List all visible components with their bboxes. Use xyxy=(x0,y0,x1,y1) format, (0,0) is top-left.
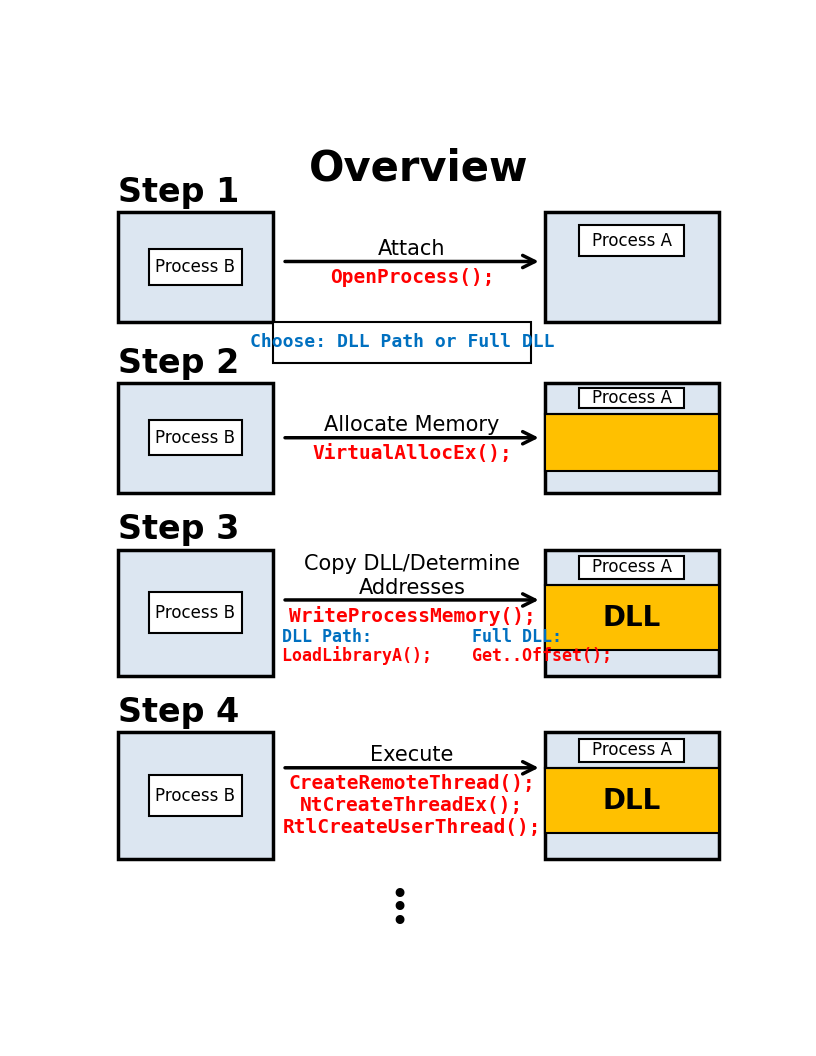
FancyBboxPatch shape xyxy=(579,389,684,409)
FancyBboxPatch shape xyxy=(545,414,719,471)
Text: •: • xyxy=(390,894,408,923)
Text: VirtualAllocEx();: VirtualAllocEx(); xyxy=(312,445,512,464)
Text: •: • xyxy=(390,908,408,938)
Text: DLL: DLL xyxy=(602,604,661,631)
Text: Process A: Process A xyxy=(592,231,672,249)
Text: WriteProcessMemory();: WriteProcessMemory(); xyxy=(289,606,535,626)
Text: Step 2: Step 2 xyxy=(118,346,239,379)
FancyBboxPatch shape xyxy=(149,420,242,455)
Text: Process B: Process B xyxy=(155,787,235,805)
Text: Allocate Memory: Allocate Memory xyxy=(324,415,499,435)
Text: Overview: Overview xyxy=(308,147,528,189)
Text: LoadLibraryA();    Get..Offset();: LoadLibraryA(); Get..Offset(); xyxy=(282,646,612,664)
Text: DLL Path:          Full DLL:: DLL Path: Full DLL: xyxy=(282,628,562,646)
Text: CreateRemoteThread();
NtCreateThreadEx();
RtlCreateUserThread();: CreateRemoteThread(); NtCreateThreadEx()… xyxy=(282,774,541,837)
Text: Step 4: Step 4 xyxy=(118,696,239,730)
FancyBboxPatch shape xyxy=(579,738,684,761)
Text: Attach: Attach xyxy=(378,239,446,259)
FancyBboxPatch shape xyxy=(545,212,719,322)
Text: Step 1: Step 1 xyxy=(118,176,239,209)
FancyBboxPatch shape xyxy=(545,768,719,833)
FancyBboxPatch shape xyxy=(149,775,242,815)
Text: Step 3: Step 3 xyxy=(118,513,239,546)
FancyBboxPatch shape xyxy=(118,549,273,676)
FancyBboxPatch shape xyxy=(273,322,531,362)
Text: Process A: Process A xyxy=(592,741,672,759)
Text: DLL: DLL xyxy=(602,787,661,814)
Text: OpenProcess();: OpenProcess(); xyxy=(330,268,494,287)
FancyBboxPatch shape xyxy=(545,733,719,859)
Text: Process B: Process B xyxy=(155,429,235,447)
FancyBboxPatch shape xyxy=(579,225,684,256)
Text: Execute: Execute xyxy=(370,746,454,766)
FancyBboxPatch shape xyxy=(118,733,273,859)
FancyBboxPatch shape xyxy=(149,249,242,284)
FancyBboxPatch shape xyxy=(118,212,273,322)
Text: Process B: Process B xyxy=(155,258,235,276)
Text: Process A: Process A xyxy=(592,559,672,577)
FancyBboxPatch shape xyxy=(545,585,719,650)
FancyBboxPatch shape xyxy=(118,383,273,492)
FancyBboxPatch shape xyxy=(545,383,719,492)
Text: Process B: Process B xyxy=(155,604,235,622)
Text: •: • xyxy=(390,881,408,909)
Text: Choose: DLL Path or Full DLL: Choose: DLL Path or Full DLL xyxy=(251,334,555,352)
FancyBboxPatch shape xyxy=(149,592,242,633)
Text: Process A: Process A xyxy=(592,390,672,408)
Text: Copy DLL/Determine
Addresses: Copy DLL/Determine Addresses xyxy=(304,554,520,598)
FancyBboxPatch shape xyxy=(579,555,684,579)
FancyBboxPatch shape xyxy=(545,549,719,676)
